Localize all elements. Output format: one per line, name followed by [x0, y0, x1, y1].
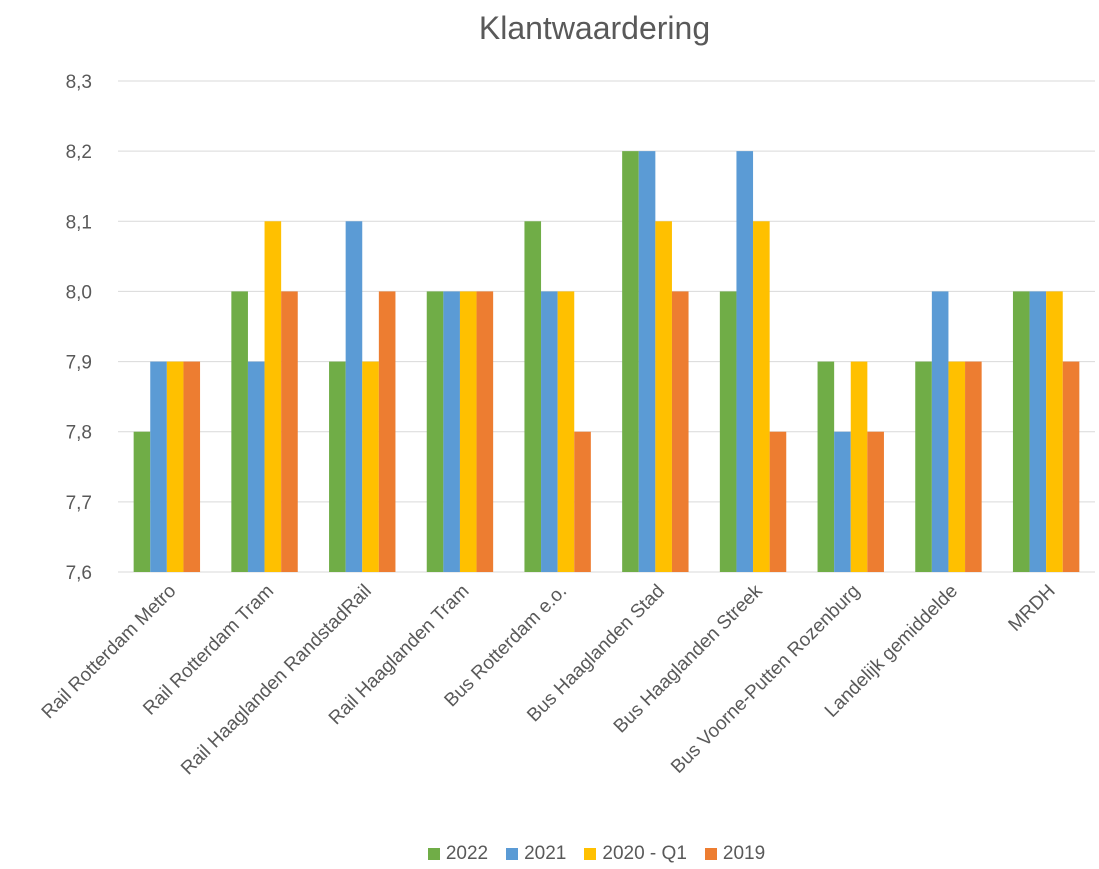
y-tick-label: 7,6 [66, 563, 92, 584]
bar [638, 151, 656, 572]
bar [719, 291, 737, 572]
x-tick-label: Rail Haaglanden RandstadRail [177, 581, 376, 780]
legend-label: 2020 - Q1 [602, 843, 687, 864]
bar [264, 221, 282, 573]
bar [524, 221, 542, 573]
bar [574, 431, 591, 572]
y-axis-ticks: 7,6 7,7 7,8 7,9 8,0 8,1 8,2 8,3 [66, 72, 92, 584]
bar [655, 221, 672, 573]
bar [362, 361, 379, 572]
legend-label: 2019 [722, 843, 766, 864]
bar [150, 361, 167, 572]
y-tick-label: 8,0 [66, 282, 92, 303]
chart-title: Klantwaardering [478, 10, 711, 46]
bar [867, 431, 884, 572]
bar [1029, 291, 1047, 572]
legend-item: 2019 [704, 843, 766, 865]
bar [345, 221, 363, 573]
y-tick-label: 8,1 [66, 212, 92, 233]
legend-swatch [427, 848, 440, 860]
bar [476, 291, 494, 572]
bar [736, 151, 754, 572]
bar [915, 361, 932, 572]
y-tick-label: 8,2 [66, 142, 92, 163]
x-tick-label: Bus Voorne-Putten Rozenburg [667, 581, 864, 778]
bar [443, 291, 460, 572]
bar [231, 291, 248, 572]
bar [378, 291, 396, 572]
x-tick-label: MRDH [1005, 581, 1060, 636]
y-tick-label: 7,7 [66, 493, 92, 514]
bar [931, 291, 949, 572]
y-tick-label: 7,9 [66, 353, 92, 374]
bar [1046, 291, 1063, 572]
bar [426, 291, 444, 572]
bar [459, 291, 477, 572]
legend-label: 2022 [445, 843, 489, 864]
bar [541, 291, 558, 572]
bar [281, 291, 298, 572]
legend-item: 2021 [506, 843, 566, 865]
bar [817, 361, 835, 572]
legend: 2022 2021 2020 - Q1 2019 [0, 843, 1099, 865]
y-tick-label: 7,8 [66, 423, 92, 444]
bar [1062, 361, 1080, 572]
legend-swatch [506, 848, 519, 860]
bar [965, 361, 982, 572]
bar [329, 361, 346, 572]
y-tick-label: 8,3 [66, 72, 92, 93]
bar [1012, 291, 1030, 572]
bar [622, 151, 639, 572]
bar [834, 431, 851, 572]
bar [753, 221, 770, 573]
bar [671, 291, 689, 572]
bar [133, 431, 151, 572]
bar [850, 361, 868, 572]
bar [948, 361, 966, 572]
chart-plot: 7,6 7,7 7,8 7,9 8,0 8,1 8,2 8,3 Rail Rotterdam … [38, 72, 1095, 779]
bars [133, 151, 1080, 573]
bar [247, 361, 265, 572]
bar [166, 361, 184, 572]
bar [183, 361, 201, 572]
legend-item: 2022 [427, 843, 489, 865]
legend-swatch [584, 848, 597, 860]
bar [557, 291, 575, 572]
legend-item: 2020 - Q1 [584, 843, 687, 865]
bar [769, 431, 787, 572]
legend-swatch [704, 848, 717, 860]
legend-label: 2021 [524, 843, 567, 864]
